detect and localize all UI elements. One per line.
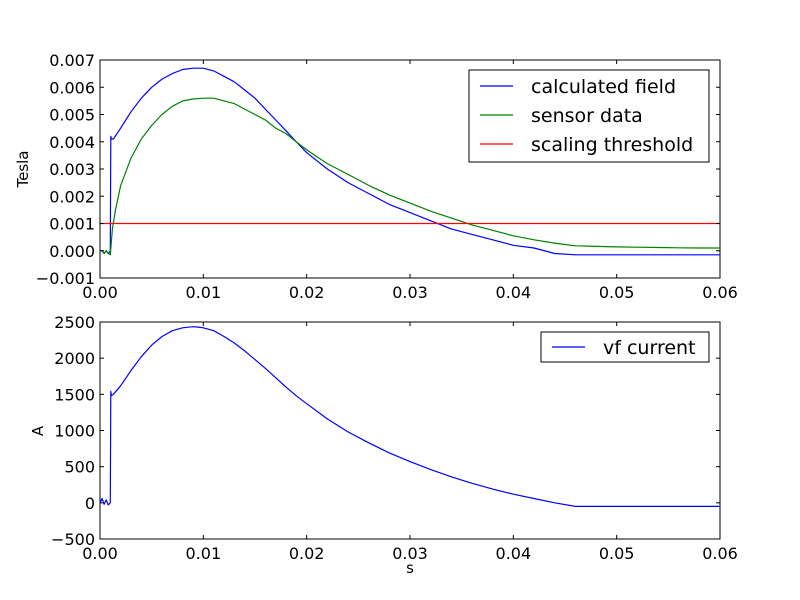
x-tick-label: 0.02 <box>289 544 325 563</box>
x-tick-label: 0.01 <box>186 283 222 302</box>
y-tick-label: 0.003 <box>49 160 95 179</box>
chart-magnetic-field: 0.00 0.01 0.02 0.03 0.04 0.05 0.06 −0.001 0.000… <box>14 51 738 302</box>
x-tick-label: 0.04 <box>496 283 532 302</box>
x-tick-label: 0.04 <box>496 544 532 563</box>
y-axis: −500 0 500 1000 1500 2000 2500 <box>51 313 720 549</box>
legend: calculated field sensor data scaling thr… <box>468 69 710 163</box>
series-group <box>99 326 720 507</box>
x-axis: 0.00 0.01 0.02 0.03 0.04 0.05 0.06 <box>82 60 738 302</box>
series-line-vf-current <box>99 326 720 507</box>
x-tick-label: 0.06 <box>702 544 738 563</box>
y-tick-label: 0.001 <box>49 215 95 234</box>
x-tick-label: 0.03 <box>392 283 428 302</box>
y-tick-label: 0.002 <box>49 187 95 206</box>
x-tick-label: 0.00 <box>82 544 118 563</box>
y-tick-label: 2500 <box>54 313 95 332</box>
series-line-sensor-data <box>100 97 720 256</box>
y-tick-label: 1000 <box>54 422 95 441</box>
legend-box <box>468 69 710 163</box>
y-tick-label: 0.006 <box>49 78 95 97</box>
legend-label: calculated field <box>531 76 676 98</box>
x-axis: 0.00 0.01 0.02 0.03 0.04 0.05 0.06 <box>82 322 738 563</box>
y-axis: −0.001 0.000 0.001 0.002 0.003 0.004 0.005 0.00… <box>36 51 720 288</box>
chart-current: 0.00 0.01 0.02 0.03 0.04 0.05 0.06 −500 0 500 100… <box>29 313 738 577</box>
legend: vf current <box>540 331 710 363</box>
y-tick-label: 1500 <box>54 385 95 404</box>
y-tick-label: 0.000 <box>49 242 95 261</box>
x-tick-label: 0.00 <box>82 283 118 302</box>
legend-label: scaling threshold <box>531 134 693 156</box>
y-tick-label: 0 <box>85 494 95 513</box>
x-tick-label: 0.02 <box>289 283 325 302</box>
x-tick-label: 0.05 <box>599 544 635 563</box>
y-tick-label: −0.001 <box>36 269 95 288</box>
y-tick-label: −500 <box>51 530 95 549</box>
legend-label: sensor data <box>531 105 643 127</box>
legend-label: vf current <box>603 337 696 359</box>
y-tick-label: 0.005 <box>49 106 95 125</box>
y-tick-label: 0.004 <box>49 133 95 152</box>
x-tick-label: 0.06 <box>702 283 738 302</box>
x-tick-label: 0.01 <box>186 544 222 563</box>
x-axis-label: s <box>406 559 414 577</box>
y-tick-label: 2000 <box>54 349 95 368</box>
y-tick-label: 0.007 <box>49 51 95 70</box>
x-tick-label: 0.05 <box>599 283 635 302</box>
y-axis-label: Tesla <box>14 150 32 188</box>
x-tick-label: 0.03 <box>392 544 428 563</box>
y-tick-label: 500 <box>64 458 95 477</box>
y-axis-label: A <box>29 425 47 436</box>
series-group <box>100 67 720 256</box>
series-line-calculated-field <box>100 67 720 256</box>
